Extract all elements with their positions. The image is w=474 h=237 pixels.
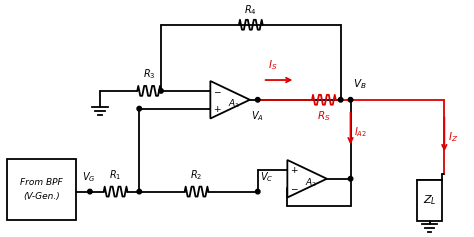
Circle shape bbox=[88, 189, 92, 194]
Text: $-$: $-$ bbox=[213, 86, 221, 95]
Text: $V_B$: $V_B$ bbox=[354, 77, 367, 91]
Text: $I_Z$: $I_Z$ bbox=[448, 130, 458, 144]
Text: $R_3$: $R_3$ bbox=[143, 67, 155, 81]
Text: $-$: $-$ bbox=[290, 183, 299, 192]
Text: $V_G$: $V_G$ bbox=[82, 170, 96, 184]
Text: $+$: $+$ bbox=[213, 104, 221, 114]
Circle shape bbox=[255, 189, 260, 194]
Text: $R_1$: $R_1$ bbox=[109, 168, 122, 182]
Text: $V_A$: $V_A$ bbox=[251, 110, 264, 123]
Text: $V_C$: $V_C$ bbox=[260, 170, 273, 184]
Text: $R_2$: $R_2$ bbox=[191, 168, 203, 182]
Circle shape bbox=[348, 97, 353, 102]
Text: $I_{A2}$: $I_{A2}$ bbox=[355, 125, 367, 139]
Circle shape bbox=[137, 106, 142, 111]
Circle shape bbox=[159, 89, 163, 93]
Text: $R_S$: $R_S$ bbox=[317, 110, 331, 123]
Text: $Z_L$: $Z_L$ bbox=[423, 194, 437, 207]
Text: From BPF: From BPF bbox=[20, 178, 63, 187]
Text: (V-Gen.): (V-Gen.) bbox=[23, 192, 60, 201]
Text: $+$: $+$ bbox=[290, 165, 299, 175]
Bar bbox=[7, 159, 76, 220]
Text: $R_4$: $R_4$ bbox=[245, 3, 257, 17]
Circle shape bbox=[255, 97, 260, 102]
Circle shape bbox=[348, 177, 353, 181]
Text: $A_1$: $A_1$ bbox=[228, 97, 240, 110]
Bar bbox=[417, 180, 442, 221]
Text: $A_2$: $A_2$ bbox=[305, 177, 317, 189]
Circle shape bbox=[137, 189, 142, 194]
Circle shape bbox=[338, 97, 343, 102]
Text: $I_S$: $I_S$ bbox=[268, 58, 277, 72]
